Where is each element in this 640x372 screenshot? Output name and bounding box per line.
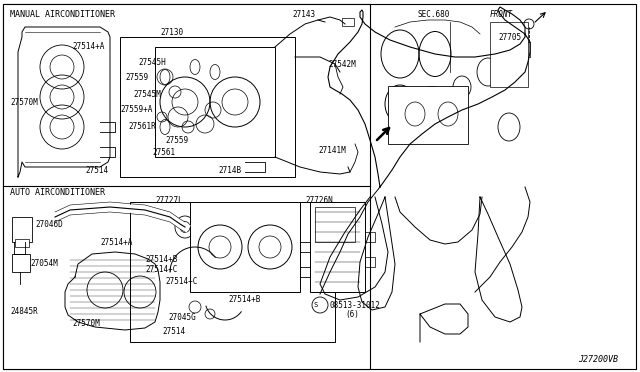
Text: 27559+A: 27559+A	[120, 105, 152, 113]
Text: AUTO AIRCONDITIONER: AUTO AIRCONDITIONER	[10, 187, 105, 196]
Bar	[315, 207, 355, 242]
Text: MANUAL AIRCONDITIONER: MANUAL AIRCONDITIONER	[10, 10, 115, 19]
Text: 27570M: 27570M	[10, 97, 38, 106]
Text: 08513-31012: 08513-31012	[330, 301, 381, 310]
Text: (6): (6)	[345, 311, 359, 320]
Bar	[342, 18, 354, 26]
Text: 27143: 27143	[292, 10, 315, 19]
Text: 27514+B: 27514+B	[145, 256, 177, 264]
Text: 27514+B: 27514+B	[228, 295, 260, 304]
Bar	[190, 202, 300, 292]
Bar	[12, 217, 32, 242]
Text: 27559: 27559	[165, 135, 188, 144]
Text: 24845R: 24845R	[10, 308, 38, 317]
Text: 27141M: 27141M	[318, 145, 346, 154]
Bar	[3, 4, 370, 369]
Text: FRONT: FRONT	[490, 10, 513, 19]
Text: 27727L: 27727L	[155, 196, 183, 205]
Text: 27514+C: 27514+C	[145, 266, 177, 275]
Text: 27045G: 27045G	[168, 312, 196, 321]
Text: 27514: 27514	[85, 166, 108, 174]
Text: 27514+A: 27514+A	[100, 237, 132, 247]
Text: 27545H: 27545H	[138, 58, 166, 67]
Text: S: S	[314, 302, 318, 308]
Text: 27046D: 27046D	[35, 219, 63, 228]
Text: 27570M: 27570M	[72, 320, 100, 328]
Bar	[15, 239, 29, 247]
Bar	[490, 22, 528, 87]
Text: J27200VB: J27200VB	[578, 355, 618, 364]
Text: 27514+C: 27514+C	[165, 278, 197, 286]
Bar	[155, 47, 275, 157]
Bar	[310, 202, 365, 292]
Text: 27561: 27561	[152, 148, 175, 157]
Text: 27561R: 27561R	[128, 122, 156, 131]
Text: 27054M: 27054M	[30, 260, 58, 269]
Text: 2714B: 2714B	[218, 166, 241, 174]
Text: 27726N: 27726N	[305, 196, 333, 205]
Bar	[130, 202, 335, 342]
Text: 27514: 27514	[162, 327, 185, 337]
Text: 27542M: 27542M	[328, 60, 356, 68]
Text: 27705: 27705	[498, 32, 521, 42]
Text: 27130: 27130	[161, 28, 184, 36]
Text: 27559: 27559	[125, 73, 148, 81]
Text: 27514+A: 27514+A	[72, 42, 104, 51]
Text: SEC.680: SEC.680	[418, 10, 451, 19]
Bar	[12, 254, 30, 272]
Bar	[120, 37, 295, 177]
Bar	[388, 86, 468, 144]
Text: 27545M: 27545M	[133, 90, 161, 99]
